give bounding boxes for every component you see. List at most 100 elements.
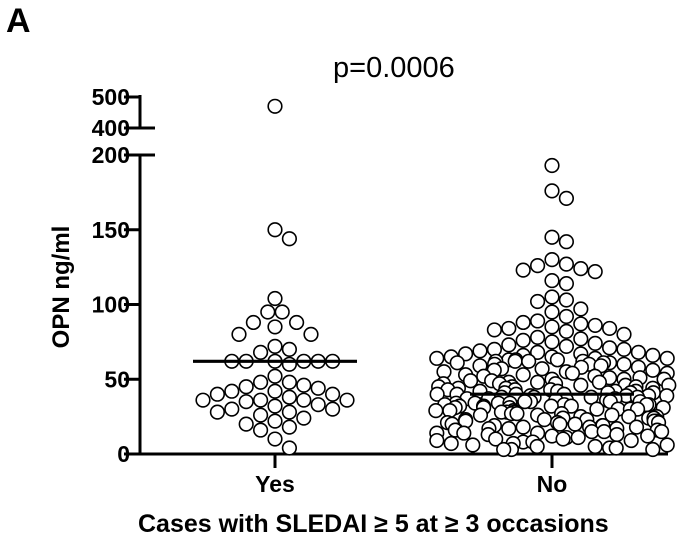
data-point	[268, 384, 282, 398]
data-point	[560, 235, 574, 249]
data-point	[630, 420, 644, 434]
data-point	[545, 320, 559, 334]
data-point	[268, 100, 282, 114]
data-point	[474, 408, 488, 422]
x-tick-label: Yes	[255, 471, 295, 497]
data-point	[430, 352, 444, 366]
data-point	[632, 346, 646, 360]
data-point	[261, 305, 275, 319]
data-point	[560, 277, 574, 291]
data-point	[553, 417, 567, 431]
data-point	[283, 358, 297, 372]
data-point	[502, 322, 516, 336]
data-point	[283, 232, 297, 246]
data-point	[603, 322, 617, 336]
data-point	[617, 328, 631, 342]
data-point	[531, 375, 545, 389]
data-point	[340, 393, 354, 407]
x-tick-label: No	[537, 471, 568, 497]
data-point	[617, 343, 631, 357]
data-point	[497, 443, 511, 457]
data-point	[516, 368, 530, 382]
data-point	[508, 355, 522, 369]
data-point	[239, 380, 253, 394]
data-point	[297, 411, 311, 425]
data-point	[326, 387, 340, 401]
data-point	[268, 432, 282, 446]
data-point	[239, 395, 253, 409]
data-point	[588, 265, 602, 279]
data-point	[225, 384, 239, 398]
data-point	[268, 320, 282, 334]
data-point	[617, 358, 631, 372]
data-point	[545, 274, 559, 288]
data-point	[311, 381, 325, 395]
data-point	[545, 335, 559, 349]
data-point	[283, 420, 297, 434]
data-point	[232, 328, 246, 342]
data-point	[545, 253, 559, 267]
data-point	[268, 369, 282, 383]
data-point	[551, 353, 565, 367]
data-point	[283, 390, 297, 404]
data-point	[473, 344, 487, 358]
data-point	[444, 437, 458, 451]
data-point	[545, 230, 559, 244]
data-point	[283, 405, 297, 419]
data-point	[225, 402, 239, 416]
data-point	[516, 263, 530, 277]
data-point	[560, 340, 574, 354]
data-point	[531, 295, 545, 309]
data-point	[588, 337, 602, 351]
data-point	[585, 425, 599, 439]
data-point	[646, 349, 660, 363]
data-point	[326, 402, 340, 416]
data-point	[538, 413, 552, 427]
data-point	[574, 317, 588, 331]
data-point	[545, 290, 559, 304]
data-point	[597, 425, 611, 439]
data-point	[588, 319, 602, 333]
data-point	[297, 393, 311, 407]
data-point	[530, 440, 544, 454]
data-point	[283, 375, 297, 389]
data-point	[254, 393, 268, 407]
y-tick-label: 100	[92, 292, 130, 318]
data-point	[660, 438, 674, 452]
data-point	[196, 393, 210, 407]
y-tick-label: 500	[92, 84, 130, 110]
data-point	[290, 316, 304, 330]
data-point	[254, 346, 268, 360]
data-point	[641, 429, 655, 443]
data-point	[211, 405, 225, 419]
data-point	[268, 292, 282, 306]
data-point	[254, 408, 268, 422]
y-tick-label: 50	[104, 366, 130, 392]
data-point	[502, 338, 516, 352]
y-tick-label: 200	[92, 142, 130, 168]
data-point	[646, 443, 660, 457]
data-point	[304, 328, 318, 342]
data-point	[502, 422, 516, 436]
data-point	[510, 407, 524, 421]
data-point	[571, 431, 585, 445]
data-point	[574, 302, 588, 316]
y-tick-label: 0	[117, 441, 130, 467]
data-point	[610, 428, 624, 442]
data-point	[297, 378, 311, 392]
data-point	[488, 323, 502, 337]
data-point	[516, 316, 530, 330]
data-point	[535, 362, 549, 376]
data-point	[518, 395, 532, 409]
data-point	[275, 305, 289, 319]
data-point	[283, 441, 297, 455]
data-point	[268, 340, 282, 354]
data-point	[429, 404, 443, 418]
data-point	[574, 332, 588, 346]
data-point	[268, 414, 282, 428]
data-point	[430, 434, 444, 448]
data-point	[560, 310, 574, 324]
data-point	[311, 398, 325, 412]
data-point	[522, 355, 536, 369]
data-point	[624, 434, 638, 448]
